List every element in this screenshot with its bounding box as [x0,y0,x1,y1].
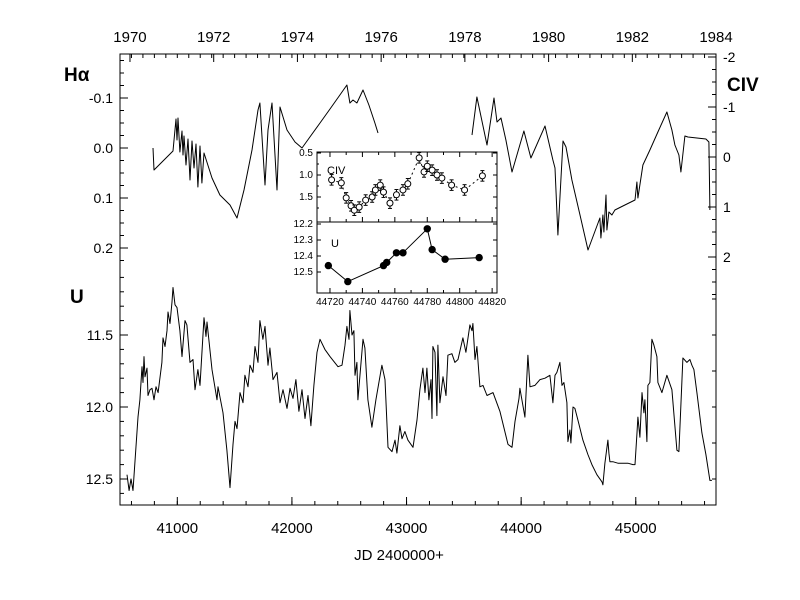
inset-u-point [324,261,333,270]
inset-u-tick-label: 12.4 [294,251,314,262]
jd-tick-label: 44000 [500,520,542,537]
u-axis-title: U [70,287,84,308]
jd-axis-title: JD 2400000+ [354,547,444,564]
civ-tick-label: -2 [723,49,736,65]
inset-u-tick-label: 12.2 [294,219,314,230]
inset-civ-point [342,194,350,202]
jd-tick-label: 42000 [271,520,313,537]
inset-u-tick-label: 12.3 [294,235,314,246]
civ-tick-label: 0 [723,149,731,165]
inset-civ-point [438,174,446,182]
jd-tick-label: 45000 [615,520,657,537]
u-tick-label: 11.5 [87,327,113,343]
inset-u-tick-label: 12.5 [294,267,314,278]
year-tick-label: 1984 [699,29,732,46]
inset-u-point [344,277,352,286]
inset-civ-label: CIV [327,165,346,177]
civ-axis-title: CIV [727,75,759,96]
jd-tick-label: 41000 [156,520,198,537]
halpha-tick-label: -0.1 [89,90,113,106]
inset-civ-point [428,166,436,174]
year-tick-label: 1978 [448,29,481,46]
halpha-tick-label: 0.1 [94,190,114,206]
inset-civ-point [371,186,379,194]
year-tick-label: 1974 [281,29,314,46]
inset-civ-point [350,206,358,214]
inset-u-point [392,249,401,257]
inset-jd-tick-label: 44820 [478,297,506,308]
inset-civ-point [355,203,363,211]
inset-civ-tick-label: 1.0 [299,170,313,181]
inset-jd-tick-label: 44720 [316,297,344,308]
year-tick-label: 1980 [532,29,565,46]
inset-civ-point [386,199,394,207]
inset-civ-tick-label: 0.5 [299,148,313,159]
inset-civ-point [337,179,345,187]
inset-jd-tick-label: 44760 [381,297,409,308]
inset-civ-point [328,176,336,184]
inset-civ-tick-label: 1.5 [299,192,313,203]
year-tick-label: 1976 [364,29,397,46]
main-axes: 1970 1972 1974 1976 1978 1980 1982 1984 41000 420… [86,29,736,537]
inset-civ-point [404,180,412,188]
year-tick-label: 1982 [616,29,649,46]
inset-civ-point [461,186,469,194]
inset-u-point [475,253,483,262]
civ-tick-label: 1 [723,199,731,215]
halpha-tick-label: 0.2 [94,240,114,256]
inset-civ-point [448,181,456,189]
inset-u-point [428,245,436,254]
halpha-curve-segment [152,84,379,219]
halpha-curve-segment [471,96,711,251]
inset-jd-tick-label: 44740 [348,297,376,308]
halpha-tick-label: 0.0 [94,140,114,156]
jd-tick-label: 43000 [386,520,428,537]
inset-civ-point [379,188,387,196]
inset-jd-tick-label: 44800 [446,297,474,308]
inset-civ-point [362,196,370,204]
u-tick-label: 12.0 [86,399,113,415]
inset-u-point [423,225,431,233]
main-curves [126,84,712,491]
civ-tick-label: 2 [723,249,731,265]
halpha-axis-title: Hα [64,65,90,86]
inset-panel: 44720 44740 44760 44780 44800 44820 0.5 1.0 1.5 1… [294,148,507,308]
inset-civ-point [433,171,441,179]
civ-tick-label: -1 [723,99,736,115]
inset-u-label: U [331,238,339,250]
inset-u-point [399,249,407,257]
inset-u-point [383,258,391,267]
inset-civ-point [415,154,423,162]
inset-civ-point [399,186,407,194]
u-tick-label: 12.5 [86,471,113,487]
inset-civ-point [478,172,486,180]
inset-u-point [441,255,449,263]
inset-civ-point [423,162,431,170]
u-curve [126,287,712,491]
inset-civ-point [392,191,400,199]
year-tick-label: 1972 [197,29,230,46]
inset-jd-tick-label: 44780 [413,297,441,308]
year-tick-label: 1970 [113,29,146,46]
